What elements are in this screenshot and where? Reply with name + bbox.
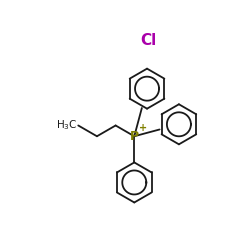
Text: H$_3$C: H$_3$C — [56, 118, 78, 132]
Text: Cl: Cl — [140, 33, 156, 48]
Text: P: P — [130, 130, 139, 143]
Text: +: + — [139, 123, 147, 133]
